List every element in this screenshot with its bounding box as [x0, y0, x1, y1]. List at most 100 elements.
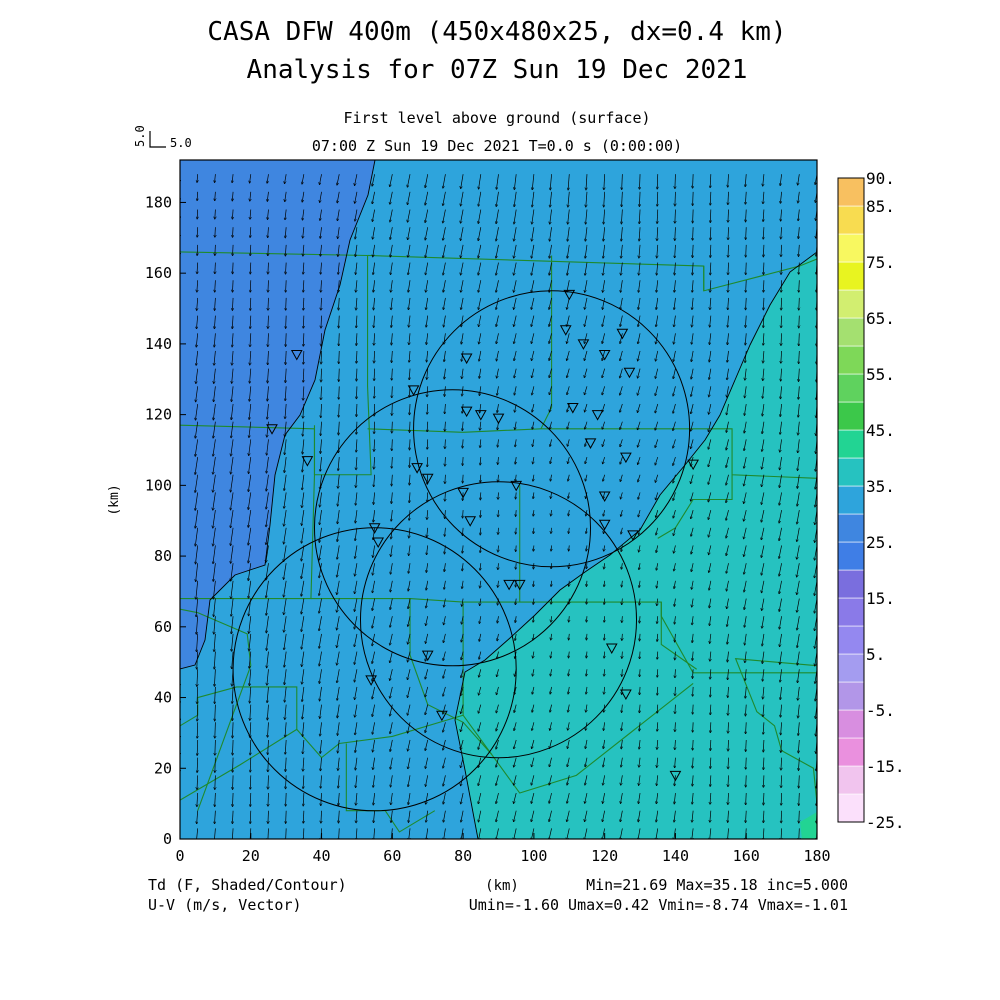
- wind-vector: [373, 739, 375, 752]
- wind-vector: [392, 368, 393, 380]
- wind-vector: [337, 633, 340, 647]
- wind-vector: [266, 492, 269, 508]
- wind-vector: [373, 757, 375, 770]
- wind-vector: [445, 457, 446, 466]
- wind-vector: [250, 244, 251, 256]
- wind-vector: [250, 704, 251, 720]
- wind-vector: [479, 828, 482, 839]
- wind-vector: [302, 704, 305, 719]
- wind-vector: [321, 810, 322, 823]
- wind-vector: [567, 439, 570, 446]
- wind-vector: [603, 456, 606, 464]
- wind-vector: [531, 810, 535, 822]
- wind-vector: [231, 580, 234, 599]
- wind-vector: [285, 421, 287, 437]
- wind-vector: [443, 227, 446, 240]
- wind-vector: [409, 350, 410, 362]
- wind-vector: [621, 757, 623, 767]
- wind-vector: [425, 704, 429, 715]
- wind-vector: [604, 686, 605, 694]
- wind-vector: [569, 563, 570, 568]
- wind-vector: [443, 792, 446, 804]
- wind-vector: [427, 368, 428, 379]
- wind-vector: [622, 633, 623, 640]
- wind-vector: [549, 368, 552, 378]
- wind-vector: [338, 739, 340, 753]
- wind-vector: [408, 810, 411, 822]
- wind-vector: [426, 810, 429, 822]
- colorbar-swatch: [837, 541, 865, 571]
- wind-vector: [496, 792, 499, 803]
- wind-vector: [567, 421, 570, 429]
- wind-vector: [514, 191, 517, 207]
- wind-vector: [197, 810, 198, 824]
- wind-vector: [197, 315, 198, 329]
- wind-vector: [302, 191, 305, 202]
- wind-vector: [604, 598, 605, 605]
- wind-vector: [267, 386, 268, 400]
- wind-vector: [516, 545, 517, 551]
- wind-vector: [248, 510, 252, 527]
- wind-vector: [232, 350, 233, 365]
- wind-vector: [480, 492, 481, 499]
- wind-vector: [392, 403, 393, 415]
- td-band-35-40: [800, 812, 817, 839]
- wind-vector: [462, 563, 463, 570]
- wind-vector: [267, 421, 269, 437]
- wind-vector: [214, 315, 215, 329]
- wind-vector: [533, 651, 534, 658]
- wind-vector: [480, 403, 481, 413]
- wind-vector: [215, 244, 216, 255]
- wind-vector: [531, 775, 535, 785]
- wind-vector: [321, 315, 322, 328]
- wind-vector: [302, 686, 305, 701]
- wind-vector: [303, 775, 304, 788]
- wind-vector: [303, 315, 304, 328]
- y-tick-label: 180: [145, 193, 172, 211]
- field-label: Td (F, Shaded/Contour): [148, 876, 347, 894]
- wind-vector: [231, 421, 234, 438]
- wind-vector: [426, 280, 429, 292]
- wind-vector: [496, 333, 499, 343]
- wind-vector: [550, 456, 551, 463]
- wind-vector: [533, 492, 534, 498]
- wind-vector: [338, 227, 340, 238]
- wind-vector: [550, 669, 551, 675]
- wind-vector: [195, 421, 199, 438]
- wind-vector: [284, 633, 287, 650]
- wind-vector: [496, 828, 499, 839]
- colorbar-label: 25.: [866, 533, 895, 552]
- colorbar-swatch: [837, 177, 865, 207]
- wind-vector: [516, 527, 517, 534]
- wind-vector: [248, 545, 252, 562]
- wind-vector: [443, 297, 446, 309]
- wind-vector: [338, 474, 340, 488]
- wind-vector: [321, 280, 322, 292]
- wind-vector: [267, 704, 268, 720]
- wind-vector: [320, 191, 322, 202]
- colorbar-swatch: [837, 653, 865, 683]
- wind-vector: [231, 616, 234, 633]
- wind-vector: [249, 457, 252, 473]
- wind-vector: [197, 722, 198, 738]
- wind-vector: [531, 297, 535, 309]
- wind-vector: [233, 757, 234, 772]
- wind-vector: [531, 350, 535, 360]
- wind-vector: [620, 810, 623, 822]
- wind-vector: [567, 227, 570, 241]
- wind-vector: [569, 580, 570, 586]
- wind-vector: [426, 616, 429, 625]
- wind-vector: [250, 227, 251, 237]
- wind-vector: [603, 510, 604, 516]
- wind-vector: [355, 686, 358, 699]
- wind-vector: [514, 174, 517, 189]
- wind-vector: [585, 297, 588, 309]
- wind-vector: [516, 492, 517, 498]
- wind-vector: [390, 739, 393, 751]
- wind-vector: [321, 333, 322, 345]
- colorbar-label: 15.: [866, 589, 895, 608]
- wind-vector: [603, 757, 606, 767]
- wind-vector: [568, 209, 570, 224]
- county-boundary: [180, 608, 252, 811]
